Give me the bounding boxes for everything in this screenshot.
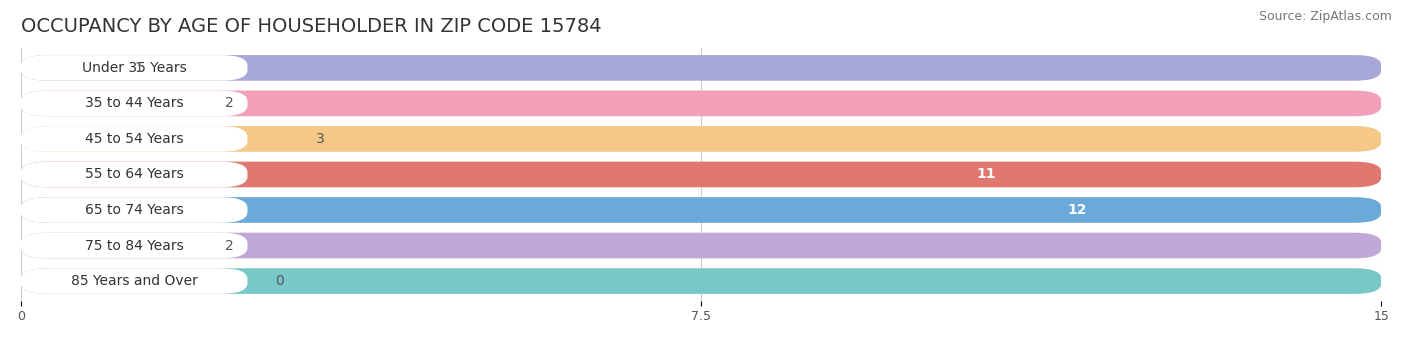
- Text: 3: 3: [315, 132, 325, 146]
- FancyBboxPatch shape: [21, 233, 247, 258]
- Text: OCCUPANCY BY AGE OF HOUSEHOLDER IN ZIP CODE 15784: OCCUPANCY BY AGE OF HOUSEHOLDER IN ZIP C…: [21, 17, 602, 36]
- FancyBboxPatch shape: [21, 126, 1382, 152]
- FancyBboxPatch shape: [21, 197, 247, 223]
- FancyBboxPatch shape: [21, 268, 247, 294]
- FancyBboxPatch shape: [21, 55, 247, 81]
- FancyBboxPatch shape: [21, 233, 1382, 258]
- Text: Source: ZipAtlas.com: Source: ZipAtlas.com: [1258, 10, 1392, 23]
- Text: 65 to 74 Years: 65 to 74 Years: [84, 203, 183, 217]
- Text: 35 to 44 Years: 35 to 44 Years: [84, 97, 183, 110]
- FancyBboxPatch shape: [21, 197, 1382, 223]
- Text: 2: 2: [225, 97, 233, 110]
- Text: 85 Years and Over: 85 Years and Over: [70, 274, 197, 288]
- Text: 1: 1: [134, 61, 143, 75]
- Text: 45 to 54 Years: 45 to 54 Years: [84, 132, 183, 146]
- FancyBboxPatch shape: [21, 268, 1382, 294]
- FancyBboxPatch shape: [21, 55, 1382, 81]
- FancyBboxPatch shape: [21, 91, 1382, 116]
- FancyBboxPatch shape: [21, 233, 1382, 258]
- FancyBboxPatch shape: [21, 197, 1382, 223]
- FancyBboxPatch shape: [21, 55, 1382, 81]
- FancyBboxPatch shape: [21, 162, 247, 187]
- FancyBboxPatch shape: [21, 126, 247, 152]
- Text: 12: 12: [1067, 203, 1087, 217]
- Text: 55 to 64 Years: 55 to 64 Years: [84, 168, 183, 182]
- Text: 0: 0: [274, 274, 284, 288]
- FancyBboxPatch shape: [21, 268, 1382, 294]
- FancyBboxPatch shape: [21, 91, 247, 116]
- FancyBboxPatch shape: [21, 162, 1382, 187]
- Text: 75 to 84 Years: 75 to 84 Years: [84, 239, 183, 253]
- Text: 2: 2: [225, 239, 233, 253]
- FancyBboxPatch shape: [21, 162, 1382, 187]
- Text: Under 35 Years: Under 35 Years: [82, 61, 187, 75]
- FancyBboxPatch shape: [21, 91, 1382, 116]
- FancyBboxPatch shape: [21, 126, 1382, 152]
- Text: 11: 11: [976, 168, 995, 182]
